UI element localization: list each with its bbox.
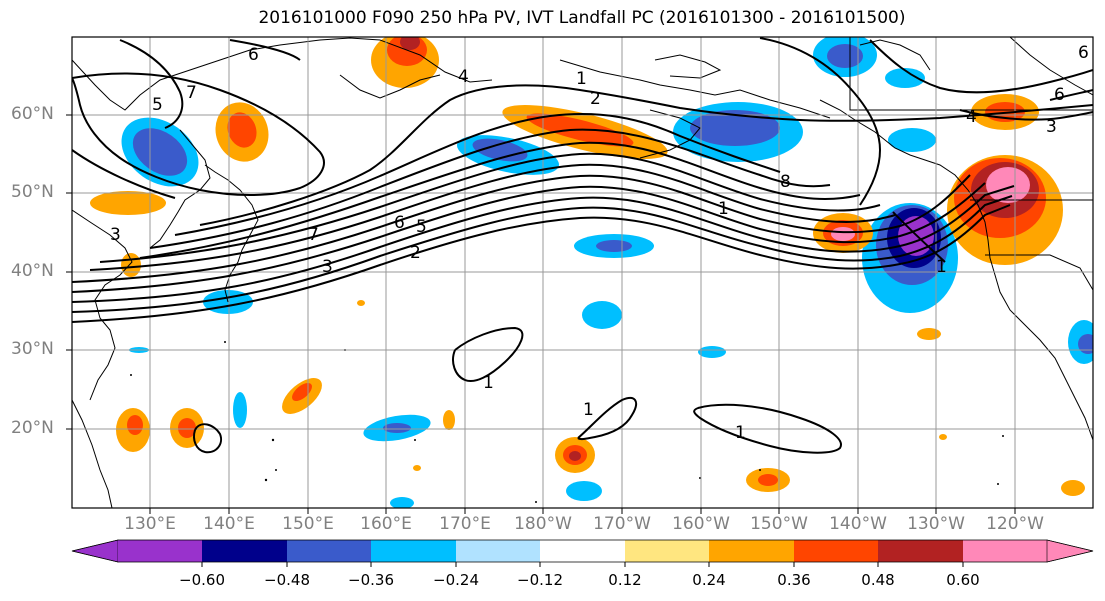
colorbar-segment — [118, 540, 202, 562]
islands — [130, 341, 1004, 503]
colorbar-segment — [963, 540, 1047, 562]
colorbar-segment — [202, 540, 287, 562]
colorbar-tick-label: −0.48 — [264, 571, 310, 589]
colorbar-max-extend — [1046, 539, 1094, 563]
contour-label: 1 — [583, 400, 594, 420]
colorbar-tick-label: 0.60 — [946, 571, 980, 589]
colorbar-outline — [71, 539, 1094, 563]
tick-marks — [66, 114, 1016, 514]
contour-label: 5 — [152, 95, 163, 115]
lon-label: 160°E — [360, 514, 412, 534]
colorbar-segment — [878, 540, 963, 562]
contour-label: 7 — [186, 83, 197, 103]
colorbar-segment — [540, 540, 625, 562]
contour-label: 3 — [322, 257, 333, 277]
contour-label: 6 — [248, 45, 259, 65]
lat-label: 40°N — [11, 261, 54, 281]
lon-label: 150°E — [282, 514, 334, 534]
colorbar-tick-label: −0.12 — [517, 571, 563, 589]
contour-label: 6 — [394, 213, 405, 233]
lat-label: 50°N — [11, 182, 54, 202]
contour-label: 1 — [483, 373, 494, 393]
contour-label: 1 — [735, 423, 746, 443]
lon-label: 170°E — [439, 514, 491, 534]
contour-label: 3 — [110, 225, 121, 245]
lon-label: 180°W — [514, 514, 572, 534]
colorbar-tick-label: 0.48 — [861, 571, 895, 589]
contour-label: 6 — [1078, 43, 1089, 63]
lat-label: 30°N — [11, 339, 54, 359]
contour-labels: 1 2 3 4 5 6 7 8 1 2 3 5 6 7 1 1 1 1 4 3 … — [110, 43, 1089, 443]
map-title: 2016101000 F090 250 hPa PV, IVT Landfall… — [258, 8, 906, 28]
contour-label: 5 — [416, 217, 427, 237]
colorbar-segment — [371, 540, 456, 562]
contour-label: 1 — [718, 199, 729, 219]
colorbar-min-extend — [71, 539, 119, 563]
contour-label: 2 — [410, 243, 421, 263]
colorbar-segment — [794, 540, 878, 562]
ivt-contours — [72, 37, 1093, 454]
lon-label: 160°W — [672, 514, 730, 534]
contour-label: 1 — [936, 257, 947, 277]
colorbar — [71, 539, 1094, 567]
contour-label: 6 — [1054, 85, 1065, 105]
colorbar-segment — [456, 540, 540, 562]
colorbar-tick-label: 0.24 — [692, 571, 726, 589]
coastlines — [72, 37, 1093, 508]
lon-label: 170°W — [593, 514, 651, 534]
lon-label: 130°W — [907, 514, 965, 534]
lat-label: 20°N — [11, 418, 54, 438]
lon-label: 130°E — [124, 514, 176, 534]
contour-label: 4 — [458, 67, 469, 87]
lat-label: 60°N — [11, 104, 54, 124]
lon-label: 140°E — [203, 514, 255, 534]
colorbar-tick-label: 0.12 — [608, 571, 642, 589]
colorbar-tick-label: −0.60 — [179, 571, 225, 589]
contour-label: 2 — [590, 89, 601, 109]
contour-label: 1 — [576, 69, 587, 89]
lon-label: 140°W — [829, 514, 887, 534]
contour-label: 8 — [780, 172, 791, 192]
contour-label: 3 — [1046, 117, 1057, 137]
contour-label: 4 — [966, 107, 977, 127]
colorbar-segment — [625, 540, 709, 562]
contour-label: 7 — [308, 225, 319, 245]
positive-pv-anomalies — [90, 37, 1085, 496]
lon-label: 120°W — [986, 514, 1044, 534]
colorbar-segment — [287, 540, 371, 562]
colorbar-tick-label: −0.24 — [433, 571, 479, 589]
negative-pv-anomalies — [121, 37, 1093, 508]
colorbar-segment — [709, 540, 794, 562]
colorbar-tick-label: −0.36 — [348, 571, 394, 589]
lon-label: 150°W — [750, 514, 808, 534]
colorbar-tick-label: 0.36 — [777, 571, 811, 589]
